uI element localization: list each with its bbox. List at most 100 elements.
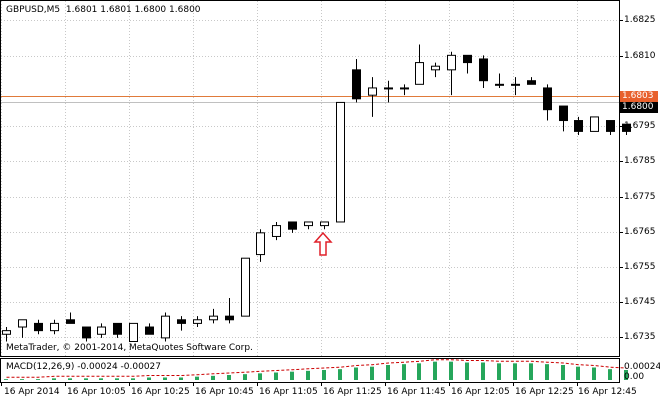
- macd-signal-line: [6, 359, 627, 378]
- candle-body-down: [82, 326, 91, 339]
- price-tick: 1.6785: [624, 156, 656, 166]
- candle-body-down: [527, 80, 536, 85]
- candle-body-up: [241, 257, 250, 317]
- macd-bar: [4, 379, 8, 380]
- macd-bar: [115, 378, 119, 380]
- macd-bar: [354, 367, 358, 380]
- ohlc-open: 1.6801: [65, 5, 98, 15]
- price-tick: 1.6825: [624, 15, 656, 25]
- macd-bar: [290, 371, 294, 380]
- candle-body-down: [543, 87, 552, 111]
- macd-bar: [338, 369, 342, 380]
- candle-body-down: [559, 105, 568, 122]
- macd-axis-zero: 0.00: [624, 372, 645, 382]
- macd-bar: [84, 378, 88, 380]
- candle-body-up: [368, 87, 377, 96]
- candle-body-up: [272, 225, 281, 237]
- copyright-note: MetaTrader, © 2001-2014, MetaQuotes Soft…: [6, 343, 253, 353]
- candle-body-up: [431, 65, 440, 71]
- price-tick: 1.6755: [624, 262, 656, 272]
- candle-body-down: [574, 120, 583, 132]
- macd-bar: [131, 378, 135, 380]
- macd-bar: [497, 363, 501, 380]
- price-tick: 1.6745: [624, 297, 656, 307]
- macd-pane-frame: [0, 358, 620, 383]
- macd-bar: [306, 370, 310, 380]
- candle-body-down: [225, 315, 234, 321]
- macd-bar: [417, 363, 421, 380]
- macd-bar: [529, 363, 533, 380]
- candle-body-up: [256, 232, 265, 256]
- macd-bar: [195, 376, 199, 380]
- macd-bar: [99, 378, 103, 380]
- candle-body-up: [97, 326, 106, 335]
- price-tag-close: 1.6800: [620, 102, 658, 113]
- macd-bar: [20, 379, 24, 380]
- macd-bar: [243, 374, 247, 380]
- candle-body-up: [129, 322, 138, 343]
- candle-body-up: [320, 221, 329, 227]
- macd-bar: [322, 370, 326, 380]
- macd-bar: [402, 364, 406, 380]
- candle-body-up: [336, 101, 345, 223]
- candle-body-up: [304, 221, 313, 227]
- ohlc-high: 1.6801: [100, 5, 132, 15]
- macd-bar: [592, 367, 596, 380]
- macd-bar: [227, 375, 231, 380]
- time-label: 16 Apr 10:25: [131, 387, 190, 397]
- macd-bar: [211, 375, 215, 380]
- candle-body-up: [495, 83, 504, 86]
- candle-body-down: [479, 58, 488, 82]
- candle-body-up: [590, 116, 599, 132]
- macd-bar: [36, 379, 40, 380]
- chart-title: GBPUSD,M5 1.6801 1.6801 1.6800 1.6800: [6, 5, 201, 15]
- candle-body-down: [177, 319, 186, 324]
- macd-bar: [386, 365, 390, 380]
- macd-bar: [179, 377, 183, 380]
- candle-body-down: [34, 322, 43, 332]
- candle-body-up: [415, 62, 424, 85]
- macd-bar: [52, 378, 56, 380]
- symbol-label: GBPUSD,M5: [6, 5, 61, 15]
- candle-body-up: [2, 330, 11, 335]
- time-label: 16 Apr 10:45: [195, 387, 254, 397]
- candle-body-down: [622, 123, 631, 132]
- candle-body-up: [447, 54, 456, 71]
- macd-bar: [163, 377, 167, 380]
- candle-body-down: [463, 54, 472, 64]
- candle-body-up: [161, 315, 170, 339]
- candle-body-up: [511, 83, 520, 86]
- macd-bar: [147, 377, 151, 380]
- candle-body-up: [193, 319, 202, 324]
- candle-body-up: [50, 322, 59, 332]
- candle-body-down: [66, 319, 75, 324]
- time-label: 16 Apr 11:45: [387, 387, 446, 397]
- macd-bar: [481, 362, 485, 380]
- candle-body-down: [113, 322, 122, 335]
- candle-body-up: [209, 315, 218, 321]
- price-tick: 1.6795: [624, 121, 656, 131]
- macd-bar: [608, 369, 612, 380]
- price-tick: 1.6735: [624, 332, 656, 342]
- candle-body-up: [384, 87, 393, 90]
- candle-body-down: [145, 326, 154, 335]
- candle-body-up: [400, 87, 409, 90]
- time-label: 16 Apr 11:25: [323, 387, 382, 397]
- macd-bar: [465, 362, 469, 380]
- macd-bar: [513, 363, 517, 380]
- macd-bar: [370, 366, 374, 380]
- time-label: 16 Apr 11:05: [259, 387, 318, 397]
- time-label: 16 Apr 2014: [4, 387, 60, 397]
- time-label: 16 Apr 10:05: [67, 387, 126, 397]
- macd-bar: [433, 361, 437, 380]
- macd-axis-top: 0.00024: [624, 362, 660, 372]
- up-arrow-icon: [313, 232, 333, 256]
- price-tag-current: 1.6803: [620, 91, 658, 102]
- price-tick: 1.6775: [624, 192, 656, 202]
- ohlc-close: 1.6800: [169, 5, 201, 15]
- time-label: 16 Apr 12:25: [515, 387, 574, 397]
- price-tick: 1.6765: [624, 227, 656, 237]
- price-pane-frame: [0, 0, 620, 357]
